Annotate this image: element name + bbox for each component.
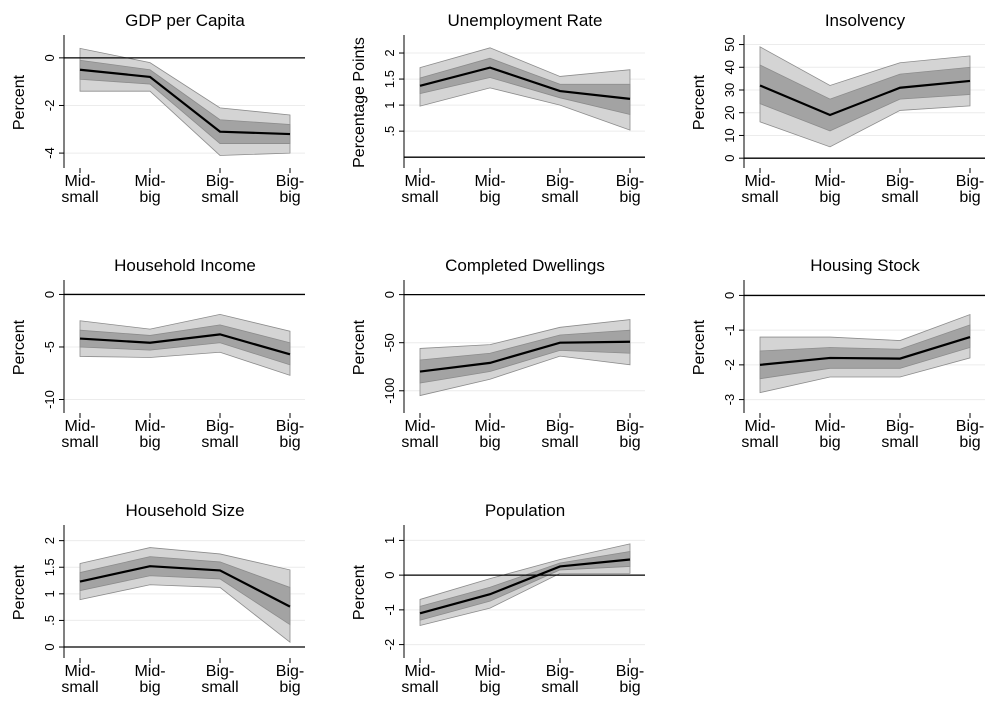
confidence-band xyxy=(79,59,291,144)
y-tick-label: 1 xyxy=(382,101,397,108)
panel-title: Household Size xyxy=(125,501,244,520)
y-tick-label: -50 xyxy=(382,333,397,352)
x-tick-label: Big- small xyxy=(541,418,579,451)
y-tick-label: 20 xyxy=(722,105,737,119)
confidence-band xyxy=(79,324,291,366)
x-tick-label: Big- big xyxy=(615,418,645,451)
x-tick-label: Big- big xyxy=(275,418,305,451)
y-axis-label: Percent xyxy=(11,564,28,620)
y-tick-label: 40 xyxy=(722,60,737,74)
y-tick-label: 2 xyxy=(42,537,57,544)
x-tick-label: Big- small xyxy=(201,663,239,696)
estimate-line xyxy=(419,558,631,615)
x-tick-label: Mid- small xyxy=(61,173,99,206)
x-tick-label: Mid- small xyxy=(61,418,99,451)
estimate-line xyxy=(419,66,631,100)
estimate-line xyxy=(79,565,291,608)
y-tick-label: 1.5 xyxy=(42,558,57,576)
y-tick-label: 0 xyxy=(382,291,397,298)
panel-title: Population xyxy=(485,501,565,520)
x-tick-label: Mid- big xyxy=(134,663,166,696)
panel-title: Unemployment Rate xyxy=(448,11,603,30)
y-tick-label: 1 xyxy=(42,590,57,597)
x-tick-label: Big- big xyxy=(955,173,985,206)
x-tick-label: Big- big xyxy=(615,663,645,696)
y-tick-label: 0 xyxy=(722,292,737,299)
y-tick-label: -5 xyxy=(42,341,57,353)
x-tick-label: Big- small xyxy=(201,418,239,451)
confidence-band xyxy=(79,556,291,626)
x-tick-label: Big- big xyxy=(275,663,305,696)
x-tick-label: Mid- big xyxy=(814,173,846,206)
y-tick-label: -1 xyxy=(382,604,397,616)
x-tick-label: Mid- small xyxy=(401,418,439,451)
y-axis-label: Percent xyxy=(691,74,708,130)
y-tick-label: 10 xyxy=(722,128,737,142)
estimate-line xyxy=(419,340,631,373)
panel-title: Household Income xyxy=(114,256,256,275)
x-tick-label: Big- small xyxy=(881,173,919,206)
x-tick-label: Big- big xyxy=(615,173,645,206)
estimate-line xyxy=(79,68,291,136)
y-tick-label: 0 xyxy=(382,572,397,579)
x-tick-label: Mid- small xyxy=(401,173,439,206)
confidence-band xyxy=(759,324,971,380)
y-tick-label: -1 xyxy=(722,324,737,336)
x-tick-label: Mid- small xyxy=(741,173,779,206)
y-axis-label: Percent xyxy=(351,564,368,620)
y-tick-label: 0 xyxy=(42,643,57,650)
x-tick-label: Big- big xyxy=(955,418,985,451)
y-tick-label: 0 xyxy=(722,155,737,162)
confidence-band xyxy=(419,551,631,621)
y-tick-label: -2 xyxy=(722,359,737,371)
y-tick-label: -2 xyxy=(382,639,397,651)
x-tick-label: Big- small xyxy=(201,173,239,206)
y-axis-label: Percent xyxy=(351,319,368,375)
y-axis-label: Percentage Points xyxy=(351,37,368,168)
y-tick-label: 2 xyxy=(382,49,397,56)
y-tick-label: 50 xyxy=(722,37,737,51)
y-axis-label: Percent xyxy=(691,319,708,375)
x-tick-label: Mid- big xyxy=(814,418,846,451)
y-tick-label: -3 xyxy=(722,394,737,406)
y-tick-label: -10 xyxy=(42,390,57,409)
y-tick-label: 1.5 xyxy=(382,70,397,88)
x-tick-label: Big- small xyxy=(541,173,579,206)
x-tick-label: Mid- small xyxy=(741,418,779,451)
y-axis-label: Percent xyxy=(11,74,28,130)
y-tick-label: 30 xyxy=(722,83,737,97)
x-tick-label: Big- big xyxy=(275,173,305,206)
confidence-band xyxy=(759,64,971,132)
x-tick-label: Mid- big xyxy=(474,173,506,206)
y-tick-label: .5 xyxy=(42,615,57,626)
y-tick-label: .5 xyxy=(382,126,397,137)
y-tick-label: 0 xyxy=(42,291,57,298)
y-tick-label: 0 xyxy=(42,54,57,61)
y-tick-label: -4 xyxy=(42,147,57,159)
panel-title: GDP per Capita xyxy=(125,11,245,30)
x-tick-label: Mid- big xyxy=(474,663,506,696)
x-tick-label: Mid- big xyxy=(134,173,166,206)
x-tick-label: Mid- big xyxy=(134,418,166,451)
x-tick-label: Mid- small xyxy=(401,663,439,696)
y-tick-label: -100 xyxy=(382,378,397,404)
panel-title: Housing Stock xyxy=(810,256,920,275)
estimate-line xyxy=(79,333,291,356)
estimate-line xyxy=(759,336,971,366)
x-tick-label: Big- small xyxy=(541,663,579,696)
x-tick-label: Big- small xyxy=(881,418,919,451)
panel-title: Insolvency xyxy=(825,11,906,30)
y-axis-label: Percent xyxy=(11,319,28,375)
x-tick-label: Mid- big xyxy=(474,418,506,451)
estimate-line xyxy=(759,79,971,117)
y-tick-label: -2 xyxy=(42,100,57,112)
x-tick-label: Mid- small xyxy=(61,663,99,696)
panel-title: Completed Dwellings xyxy=(445,256,605,275)
y-tick-label: 1 xyxy=(382,537,397,544)
